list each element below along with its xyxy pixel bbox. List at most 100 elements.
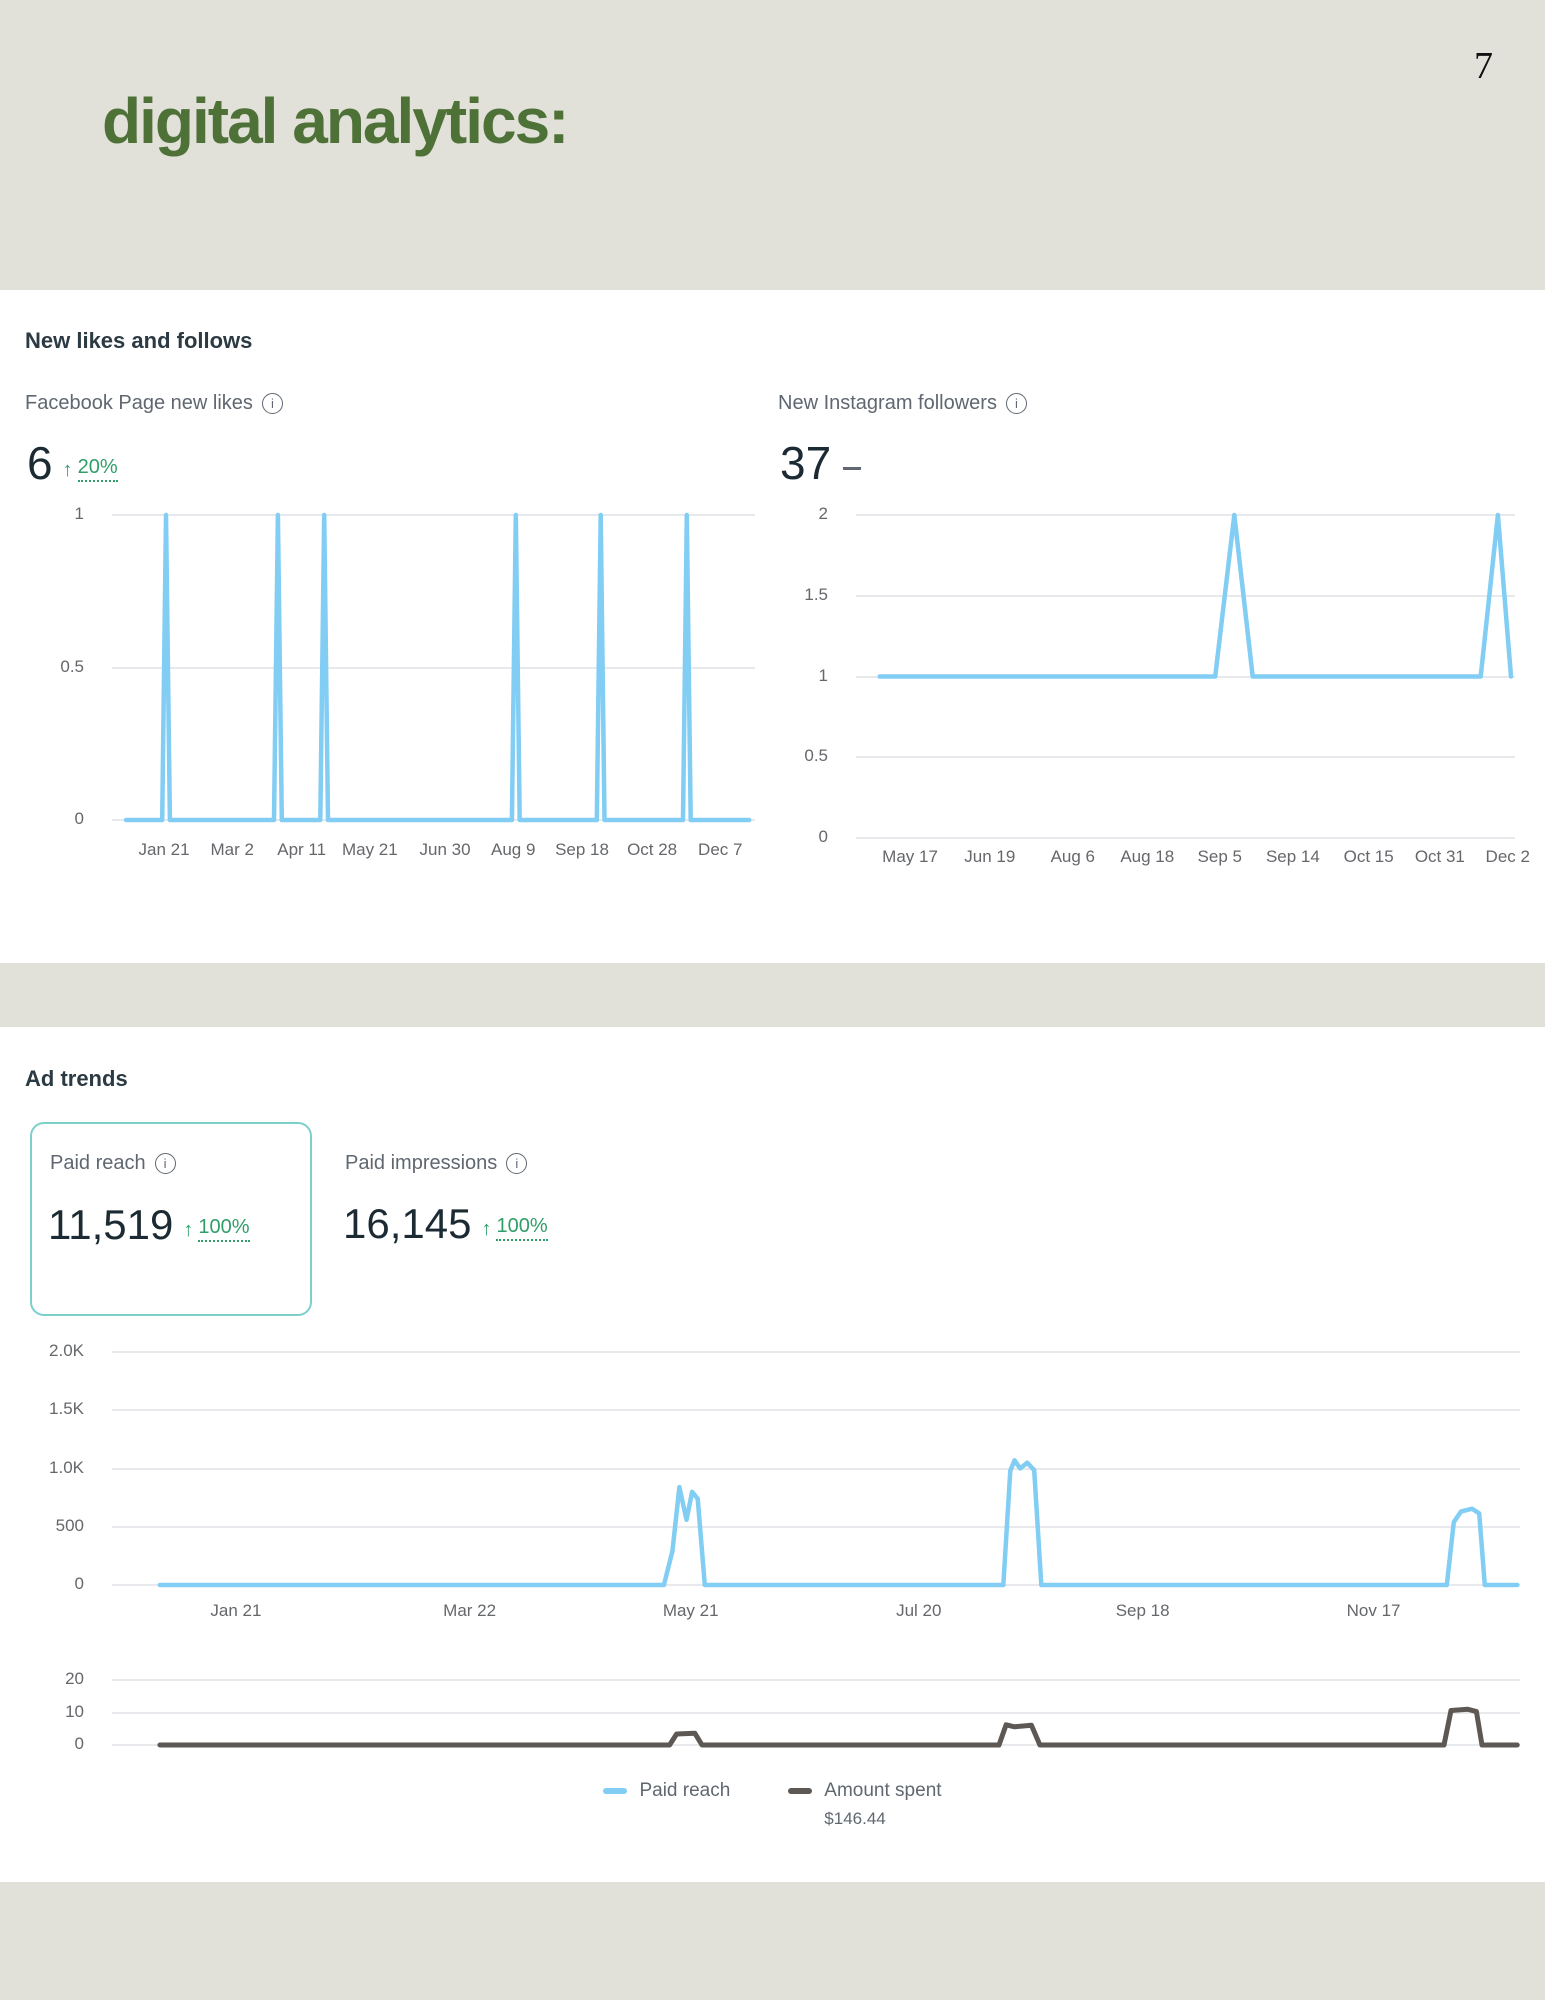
paid-reach-trend-y-tick-label: 500 xyxy=(55,1515,84,1535)
paid-impressions-label[interactable]: Paid impressions i xyxy=(345,1152,528,1175)
facebook-new-likes-x-tick-label: Oct 28 xyxy=(627,840,678,859)
paid-reach-trend-gridline xyxy=(112,1409,1520,1412)
legend-paid-reach-label: Paid reach xyxy=(639,1780,731,1801)
instagram-followers-x-tick-label: Dec 2 xyxy=(1485,847,1530,866)
instagram-followers-gridline xyxy=(856,514,1515,516)
amount-spent-trend-y-tick-label: 10 xyxy=(65,1701,84,1721)
facebook-likes-metric: 6 ↑ 20% xyxy=(27,440,118,486)
footer-band xyxy=(0,1882,1545,2000)
paid-reach-trend-gridline xyxy=(112,1351,1520,1353)
no-change-dash-icon xyxy=(843,467,862,470)
paid-impressions-delta[interactable]: ↑ 100% xyxy=(481,1215,548,1241)
section-heading-likes: New likes and follows xyxy=(25,328,253,353)
paid-reach-trend-gridline xyxy=(112,1525,1520,1528)
instagram-followers-x-tick-label: Oct 31 xyxy=(1414,847,1465,866)
facebook-new-likes-gridline xyxy=(112,514,755,516)
chart-legend: Paid reach Amount spent $146.44 xyxy=(0,1780,1545,1829)
facebook-new-likes-y-tick-label: 1 xyxy=(74,504,84,523)
divider-band xyxy=(0,963,1545,1027)
legend-item-paid-reach[interactable]: Paid reach xyxy=(603,1780,730,1802)
paid-reach-swatch-icon xyxy=(603,1788,628,1794)
paid-reach-label: Paid reach i xyxy=(50,1152,176,1175)
amount-spent-trend-chart xyxy=(157,1706,1520,1748)
paid-reach-trend-y-tick-label: 1.0K xyxy=(49,1457,84,1477)
facebook-new-likes-x-tick-label: Aug 9 xyxy=(491,840,536,859)
instagram-followers-y-tick-label: 0 xyxy=(818,827,828,846)
paid-impressions-delta-pct: 100% xyxy=(496,1215,548,1241)
paid-reach-card[interactable]: Paid reach i 11,519 ↑ 100% xyxy=(30,1122,312,1316)
paid-reach-trend-y-tick-label: 1.5K xyxy=(49,1399,84,1419)
paid-reach-trend-x-tick-label: May 21 xyxy=(662,1601,719,1620)
instagram-followers-x-tick-label: Jun 19 xyxy=(964,847,1016,866)
up-arrow-icon: ↑ xyxy=(62,459,73,481)
paid-reach-trend-y-tick-label: 0 xyxy=(74,1574,84,1593)
info-icon[interactable]: i xyxy=(1005,393,1027,414)
paid-reach-trend-x-tick-label: Nov 17 xyxy=(1346,1601,1401,1620)
paid-reach-metric: 11,519 ↑ 100% xyxy=(48,1204,250,1246)
facebook-new-likes-series-line xyxy=(123,512,752,823)
instagram-followers-chart xyxy=(877,512,1514,679)
amount-spent-trend-gridline xyxy=(112,1711,1520,1714)
up-arrow-icon: ↑ xyxy=(481,1218,492,1240)
instagram-followers-x-tick-label: Sep 5 xyxy=(1197,847,1242,866)
instagram-followers-y-tick-label: 1 xyxy=(818,665,828,685)
paid-reach-trend-x-tick-label: Mar 22 xyxy=(443,1601,497,1620)
instagram-followers-gridline xyxy=(856,756,1515,759)
facebook-new-likes-x-tick-label: Mar 2 xyxy=(210,840,254,859)
facebook-new-likes-x-tick-label: Jan 21 xyxy=(138,840,190,859)
facebook-new-likes-y-tick-label: 0 xyxy=(74,809,84,828)
paid-impressions-value: 16,145 xyxy=(343,1200,472,1247)
legend-item-amount-spent[interactable]: Amount spent $146.44 xyxy=(788,1780,942,1829)
facebook-new-likes-y-tick-label: 0.5 xyxy=(60,656,84,676)
facebook-likes-delta[interactable]: ↑ 20% xyxy=(63,456,118,482)
paid-impressions-label-text: Paid impressions xyxy=(345,1152,498,1174)
instagram-followers-x-tick-label: Oct 15 xyxy=(1343,847,1394,866)
instagram-followers-y-tick-label: 0.5 xyxy=(804,746,828,766)
paid-reach-trend-x-tick-label: Jan 21 xyxy=(210,1601,262,1620)
instagram-followers-x-tick-label: May 17 xyxy=(882,847,938,866)
amount-spent-swatch-icon xyxy=(788,1788,813,1794)
paid-reach-trend-chart xyxy=(157,1458,1520,1588)
facebook-new-likes-gridline xyxy=(112,666,755,669)
facebook-likes-label-text: Facebook Page new likes xyxy=(25,392,253,414)
section-heading-ads: Ad trends xyxy=(25,1066,128,1091)
instagram-followers-gridline xyxy=(856,594,1515,597)
legend-amount-spent-label: Amount spent xyxy=(824,1780,942,1801)
facebook-new-likes-x-tick-label: Dec 7 xyxy=(698,840,743,859)
info-icon[interactable]: i xyxy=(506,1153,528,1174)
paid-reach-label-text: Paid reach xyxy=(50,1152,146,1174)
instagram-followers-gridline xyxy=(856,837,1515,839)
header-band xyxy=(0,0,1545,290)
paid-reach-value: 11,519 xyxy=(48,1201,174,1248)
paid-reach-trend-gridline xyxy=(112,1467,1520,1470)
paid-reach-trend-x-tick-label: Jul 20 xyxy=(896,1601,942,1620)
instagram-followers-y-tick-label: 2 xyxy=(818,504,828,523)
info-icon[interactable]: i xyxy=(154,1153,176,1174)
facebook-new-likes-x-tick-label: May 21 xyxy=(341,840,398,859)
page-number: 7 xyxy=(1474,45,1493,87)
facebook-likes-label: Facebook Page new likes i xyxy=(25,392,283,415)
amount-spent-trend-y-tick-label: 20 xyxy=(65,1669,84,1688)
amount-spent-trend-series-line xyxy=(157,1706,1520,1748)
facebook-likes-value: 6 xyxy=(27,437,53,489)
paid-impressions-metric: 16,145 ↑ 100% xyxy=(343,1203,548,1245)
paid-reach-trend-x-tick-label: Sep 18 xyxy=(1115,1601,1170,1620)
info-icon[interactable]: i xyxy=(261,393,283,414)
amount-spent-trend-gridline xyxy=(112,1679,1520,1681)
facebook-new-likes-x-tick-label: Apr 11 xyxy=(277,840,327,859)
instagram-followers-x-tick-label: Aug 6 xyxy=(1050,847,1096,866)
instagram-followers-series-line xyxy=(877,512,1514,679)
instagram-followers-x-tick-label: Aug 18 xyxy=(1120,847,1175,866)
paid-reach-delta[interactable]: ↑ 100% xyxy=(183,1216,250,1242)
instagram-followers-label: New Instagram followers i xyxy=(778,392,1027,415)
amount-spent-trend-y-tick-label: 0 xyxy=(74,1734,84,1753)
instagram-followers-metric: 37 xyxy=(780,437,862,489)
facebook-new-likes-x-tick-label: Sep 18 xyxy=(555,840,609,859)
paid-reach-trend-y-tick-label: 2.0K xyxy=(49,1341,84,1360)
paid-reach-trend-series-line xyxy=(157,1458,1520,1588)
facebook-new-likes-chart xyxy=(123,512,752,823)
legend-amount-spent-value: $146.44 xyxy=(824,1809,886,1828)
instagram-followers-value: 37 xyxy=(780,437,832,489)
up-arrow-icon: ↑ xyxy=(183,1219,194,1241)
